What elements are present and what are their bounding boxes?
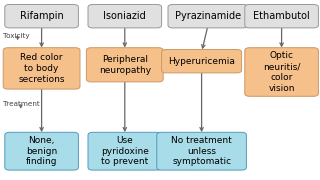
Text: Pyrazinamide: Pyrazinamide xyxy=(175,11,241,21)
FancyBboxPatch shape xyxy=(3,48,80,89)
FancyBboxPatch shape xyxy=(168,4,248,28)
FancyBboxPatch shape xyxy=(86,48,163,82)
FancyBboxPatch shape xyxy=(88,132,162,170)
FancyBboxPatch shape xyxy=(157,132,246,170)
FancyBboxPatch shape xyxy=(245,4,318,28)
FancyBboxPatch shape xyxy=(5,4,78,28)
Text: Peripheral
neuropathy: Peripheral neuropathy xyxy=(99,55,151,75)
Text: Toxicity: Toxicity xyxy=(3,33,30,39)
FancyBboxPatch shape xyxy=(5,132,78,170)
Text: Treatment: Treatment xyxy=(3,101,40,107)
Text: Isoniazid: Isoniazid xyxy=(103,11,146,21)
Text: Red color
to body
secretions: Red color to body secretions xyxy=(18,53,65,84)
Text: Hyperuricemia: Hyperuricemia xyxy=(168,57,235,66)
Text: Use
pyridoxine
to prevent: Use pyridoxine to prevent xyxy=(101,136,149,166)
Text: No treatment
unless
symptomatic: No treatment unless symptomatic xyxy=(171,136,232,166)
Text: Rifampin: Rifampin xyxy=(20,11,63,21)
Text: None,
benign
finding: None, benign finding xyxy=(26,136,57,166)
FancyBboxPatch shape xyxy=(245,48,318,96)
Text: Ethambutol: Ethambutol xyxy=(253,11,310,21)
FancyBboxPatch shape xyxy=(88,4,162,28)
FancyBboxPatch shape xyxy=(162,50,242,73)
Text: Optic
neuritis/
color
vision: Optic neuritis/ color vision xyxy=(263,51,300,93)
